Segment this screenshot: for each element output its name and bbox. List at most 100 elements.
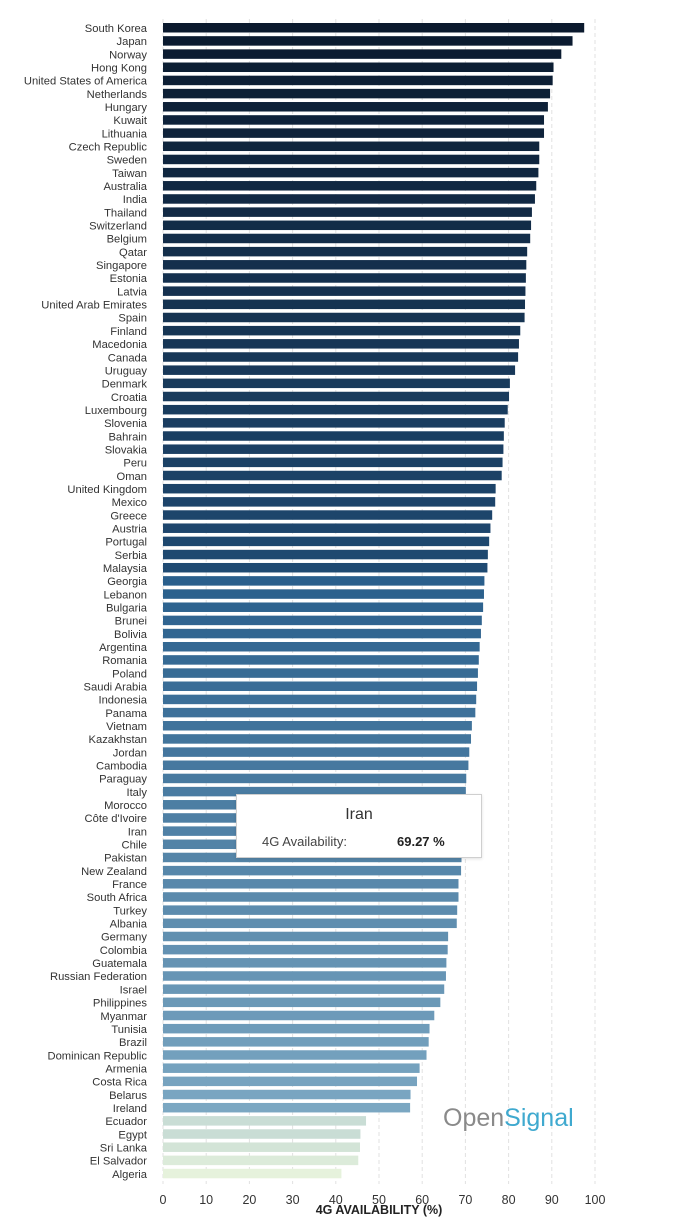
bar-85[interactable] bbox=[163, 1142, 360, 1152]
bar-40[interactable] bbox=[163, 549, 488, 560]
bar-22[interactable] bbox=[163, 312, 525, 323]
bar-15[interactable] bbox=[163, 220, 532, 231]
bar-52[interactable] bbox=[163, 707, 476, 718]
bar-78[interactable] bbox=[163, 1050, 427, 1060]
category-label-24: Macedonia bbox=[92, 339, 148, 351]
bar-26[interactable] bbox=[163, 365, 516, 375]
bar-76[interactable] bbox=[163, 1023, 430, 1034]
bar-4[interactable] bbox=[163, 75, 553, 86]
bar-57[interactable] bbox=[163, 773, 467, 784]
grid-lines bbox=[162, 19, 596, 1184]
bar-17[interactable] bbox=[163, 246, 528, 257]
bar-24[interactable] bbox=[163, 339, 519, 349]
bar-33[interactable] bbox=[163, 457, 503, 468]
category-label-1: Japan bbox=[117, 36, 147, 48]
bar-86[interactable] bbox=[163, 1155, 359, 1166]
bar-20[interactable] bbox=[163, 286, 526, 296]
bar-10[interactable] bbox=[163, 154, 540, 165]
bar-84[interactable] bbox=[163, 1129, 361, 1139]
bar-13[interactable] bbox=[163, 194, 535, 204]
category-label-3: Hong Kong bbox=[91, 63, 147, 75]
bar-12[interactable] bbox=[163, 181, 537, 191]
bar-0[interactable] bbox=[163, 23, 585, 33]
category-label-43: Lebanon bbox=[103, 589, 147, 601]
bar-43[interactable] bbox=[163, 589, 484, 599]
x-tick-50: 50 bbox=[372, 1193, 386, 1207]
bar-6[interactable] bbox=[163, 102, 548, 112]
bar-2[interactable] bbox=[163, 49, 562, 59]
bar-16[interactable] bbox=[163, 233, 531, 244]
bar-30[interactable] bbox=[163, 418, 505, 428]
bar-34[interactable] bbox=[163, 470, 502, 481]
bar-48[interactable] bbox=[163, 655, 479, 665]
bar-3[interactable] bbox=[163, 62, 554, 73]
bar-56[interactable] bbox=[163, 760, 469, 771]
category-label-86: El Salvador bbox=[90, 1156, 147, 1168]
bar-23[interactable] bbox=[163, 325, 521, 336]
bar-83[interactable] bbox=[163, 1116, 367, 1126]
bar-35[interactable] bbox=[163, 483, 496, 494]
bar-32[interactable] bbox=[163, 444, 504, 454]
bar-87[interactable] bbox=[163, 1168, 342, 1179]
bar-31[interactable] bbox=[163, 431, 504, 441]
bar-69[interactable] bbox=[163, 931, 449, 942]
bar-64[interactable] bbox=[163, 865, 462, 876]
bar-7[interactable] bbox=[163, 115, 545, 125]
bar-50[interactable] bbox=[163, 681, 478, 692]
bar-25[interactable] bbox=[163, 352, 519, 362]
bar-28[interactable] bbox=[163, 391, 510, 402]
bar-46[interactable] bbox=[163, 628, 481, 639]
bar-36[interactable] bbox=[163, 497, 496, 507]
opensignal-logo: OpenSignal bbox=[443, 1104, 574, 1133]
bar-44[interactable] bbox=[163, 602, 484, 612]
category-label-45: Brunei bbox=[115, 616, 147, 628]
bar-49[interactable] bbox=[163, 668, 478, 678]
bar-29[interactable] bbox=[163, 404, 508, 415]
bar-55[interactable] bbox=[163, 747, 470, 757]
bar-45[interactable] bbox=[163, 615, 482, 626]
bar-14[interactable] bbox=[163, 207, 532, 217]
bar-58[interactable] bbox=[163, 786, 466, 797]
bar-77[interactable] bbox=[163, 1037, 429, 1047]
bar-70[interactable] bbox=[163, 944, 448, 955]
category-label-27: Denmark bbox=[102, 379, 148, 391]
bar-1[interactable] bbox=[163, 36, 573, 46]
bar-54[interactable] bbox=[163, 734, 472, 744]
bar-81[interactable] bbox=[163, 1089, 411, 1100]
bar-39[interactable] bbox=[163, 536, 490, 547]
bar-19[interactable] bbox=[163, 273, 526, 283]
bar-41[interactable] bbox=[163, 562, 488, 573]
bar-9[interactable] bbox=[163, 141, 540, 152]
bar-21[interactable] bbox=[163, 299, 526, 310]
bar-72[interactable] bbox=[163, 971, 446, 981]
x-tick-40: 40 bbox=[329, 1193, 343, 1207]
category-label-12: Australia bbox=[103, 181, 147, 193]
bar-67[interactable] bbox=[163, 905, 458, 915]
bar-75[interactable] bbox=[163, 1010, 435, 1021]
bar-42[interactable] bbox=[163, 576, 485, 586]
bar-66[interactable] bbox=[163, 892, 459, 902]
x-tick-60: 60 bbox=[415, 1193, 429, 1207]
bar-47[interactable] bbox=[163, 641, 480, 652]
bar-5[interactable] bbox=[163, 88, 551, 99]
bar-27[interactable] bbox=[163, 378, 510, 389]
tooltip: Iran 4G Availability: 69.27 % bbox=[236, 794, 482, 858]
bar-53[interactable] bbox=[163, 721, 472, 731]
bar-18[interactable] bbox=[163, 260, 527, 270]
bar-71[interactable] bbox=[163, 958, 447, 968]
bar-65[interactable] bbox=[163, 879, 459, 889]
bar-73[interactable] bbox=[163, 984, 445, 994]
bar-82[interactable] bbox=[163, 1102, 411, 1113]
category-label-60: Côte d'Ivoire bbox=[85, 813, 147, 825]
bar-79[interactable] bbox=[163, 1063, 420, 1073]
bar-11[interactable] bbox=[163, 167, 539, 178]
bar-68[interactable] bbox=[163, 918, 457, 929]
bar-8[interactable] bbox=[163, 128, 545, 138]
bar-80[interactable] bbox=[163, 1076, 418, 1087]
bar-38[interactable] bbox=[163, 523, 491, 533]
tooltip-value: 69.27 % bbox=[397, 834, 445, 849]
bar-74[interactable] bbox=[163, 997, 441, 1008]
bar-37[interactable] bbox=[163, 510, 493, 520]
bar-51[interactable] bbox=[163, 694, 477, 705]
category-label-25: Canada bbox=[108, 352, 148, 364]
